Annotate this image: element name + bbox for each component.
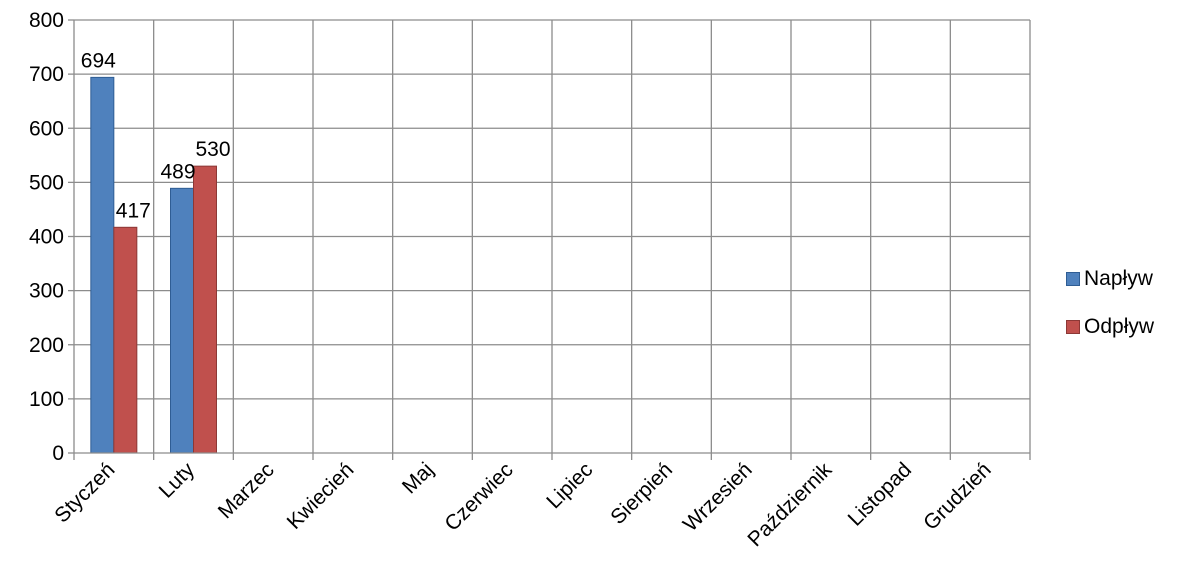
data-label: 417: [116, 199, 151, 222]
gridlines: [74, 19, 1031, 453]
data-label: 489: [160, 160, 195, 183]
y-tick-label: 400: [29, 226, 64, 249]
legend-swatch-odpływ: [1066, 320, 1080, 334]
data-label: 694: [81, 49, 116, 72]
x-tick-label: Czerwiec: [440, 458, 517, 535]
data-label: 530: [195, 138, 230, 161]
bar: [113, 226, 138, 454]
legend-swatch-napływ: [1066, 272, 1080, 286]
x-tick-label: Wrzesień: [679, 458, 757, 536]
legend-item-napływ: Napływ: [1066, 266, 1154, 292]
x-tick-label: Październik: [743, 458, 836, 551]
x-tick-label: Sierpień: [606, 458, 677, 529]
x-tick-label: Listopad: [844, 458, 916, 530]
y-tick-label: 100: [29, 388, 64, 411]
bar: [170, 187, 194, 454]
y-tick-label: 800: [29, 9, 64, 32]
bar: [193, 165, 217, 454]
y-tick-label: 0: [52, 442, 64, 465]
x-tick-label: Styczeń: [50, 458, 119, 527]
y-tick-label: 200: [29, 334, 64, 357]
legend: Napływ Odpływ: [1066, 266, 1154, 362]
x-tick-label: Kwiecień: [283, 458, 359, 534]
x-tick-label: Grudzień: [919, 458, 996, 535]
legend-item-odpływ: Odpływ: [1066, 314, 1154, 340]
legend-label-napływ: Napływ: [1084, 267, 1153, 290]
x-tick-label: Lipiec: [542, 458, 597, 513]
data-labels: 694 489 417 530: [81, 49, 231, 222]
x-tick-label: Maj: [398, 458, 438, 498]
y-tick-label: 500: [29, 171, 64, 194]
y-tick-label: 700: [29, 63, 64, 86]
y-tick-label: 300: [29, 280, 64, 303]
bar: [90, 76, 115, 454]
x-tick-label: Marzec: [214, 458, 279, 523]
x-tick-label: Luty: [155, 458, 200, 503]
y-tick-label: 600: [29, 117, 64, 140]
legend-label-odpływ: Odpływ: [1084, 315, 1155, 338]
